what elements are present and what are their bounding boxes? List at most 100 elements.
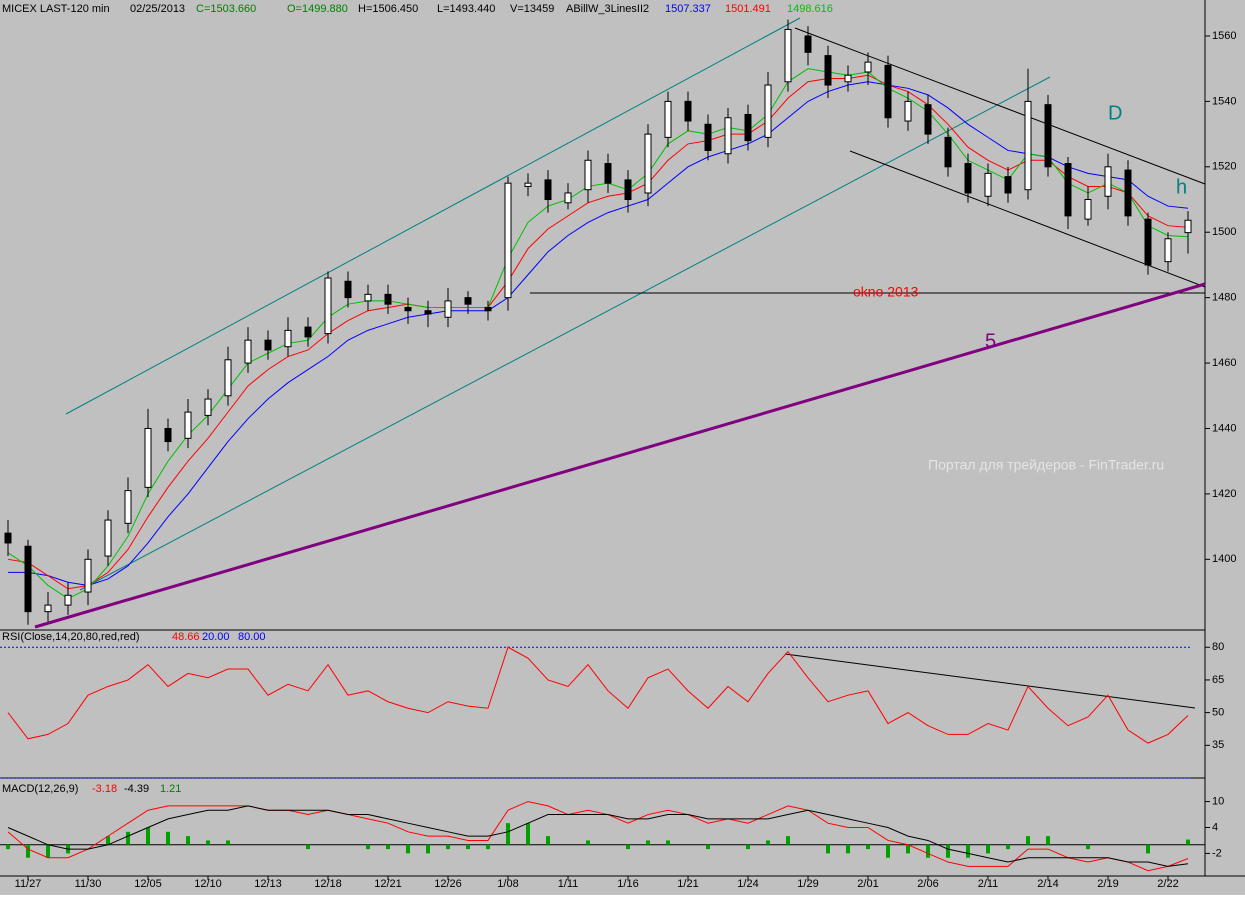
histogram-bar [186, 836, 190, 845]
candle-body [344, 280, 352, 299]
candle-body [544, 179, 552, 201]
candle-body [864, 61, 872, 73]
candle-body [84, 558, 92, 593]
candle-body [184, 411, 192, 439]
trend-line [794, 27, 1206, 185]
rsi-value: 48.66 [172, 631, 200, 643]
y-tick-label: 1560 [1212, 30, 1236, 42]
histogram-bar [746, 844, 750, 850]
status-strip [0, 895, 1245, 909]
trend-line [784, 653, 1196, 709]
annotation: okno 2013 [853, 284, 919, 300]
histogram-bar [206, 840, 210, 845]
indicator-value: 1507.337 [665, 3, 711, 15]
candle-body [324, 277, 332, 335]
y-tick-label: 1480 [1212, 292, 1236, 304]
candle-body [244, 339, 252, 364]
histogram-bar [466, 844, 470, 850]
x-tick-label: 2/06 [917, 878, 938, 890]
annotation: D [1108, 102, 1122, 124]
x-tick-label: 12/10 [194, 878, 222, 890]
histogram-bar [226, 840, 230, 845]
y-tick-label: -2 [1212, 847, 1222, 859]
y-tick-label: 1540 [1212, 95, 1236, 107]
channel-line [65, 17, 801, 415]
x-tick-label: 12/13 [254, 878, 282, 890]
y-tick-label: 50 [1212, 707, 1224, 719]
x-tick-label: 1/11 [558, 878, 579, 890]
indicator-line [7, 74, 1189, 590]
histogram-bar [46, 844, 50, 858]
candle-body [884, 64, 892, 119]
histogram-bar [306, 844, 310, 850]
histogram-bar [1046, 836, 1050, 845]
candle-body [1104, 166, 1112, 197]
candle-body [644, 133, 652, 194]
histogram-bar [866, 844, 870, 850]
histogram-bar [106, 836, 110, 845]
macd-line [7, 801, 1189, 872]
candle-body [724, 117, 732, 155]
histogram-bar [426, 844, 430, 854]
candle-body [664, 100, 672, 138]
indicator-line [7, 68, 1189, 600]
channel-line [79, 76, 1051, 591]
histogram-bar [766, 840, 770, 845]
y-tick-label: 35 [1212, 739, 1224, 751]
candle-body [364, 293, 372, 302]
candle-body [604, 163, 612, 184]
histogram-bar [1186, 839, 1190, 845]
plot: 1400 1420 1440 1460 1480 1500 1520 1540 1560 11/2… [0, 19, 1236, 890]
candle-body [164, 427, 172, 443]
x-tick-label: 12/26 [434, 878, 462, 890]
histogram-bar [546, 836, 550, 845]
annotation: 5 [985, 330, 996, 352]
x-tick-label: 2/14 [1037, 878, 1058, 890]
candle-body [104, 519, 112, 557]
histogram-bar [126, 831, 130, 845]
candle-body [784, 28, 792, 83]
candle-body [304, 326, 312, 338]
indicator-value: 1498.616 [787, 3, 833, 15]
x-tick-label: 11/27 [15, 878, 42, 890]
histogram-bar [706, 844, 710, 850]
candle-body [1084, 199, 1092, 220]
trend-line [34, 282, 1206, 629]
histogram-bar [1026, 836, 1030, 845]
histogram-bar [946, 844, 950, 858]
y-tick-label: 1500 [1212, 226, 1236, 238]
macd-value: -4.39 [124, 783, 149, 795]
histogram-bar [786, 836, 790, 845]
rsi-line [7, 646, 1189, 744]
candle-body [1064, 163, 1072, 217]
candle-body [1044, 104, 1052, 168]
candle-body [1004, 176, 1012, 194]
histogram-bar [586, 840, 590, 845]
candle-body [424, 310, 432, 315]
y-tick-label: 1440 [1212, 422, 1236, 434]
x-tick-label: 12/18 [314, 878, 342, 890]
histogram-bar [626, 844, 630, 850]
x-tick-label: 2/11 [978, 878, 999, 890]
candle-body [64, 594, 72, 606]
histogram-bar [526, 823, 530, 845]
y-tick-label: 80 [1212, 641, 1224, 653]
candle-body [144, 427, 152, 488]
histogram-bar [826, 844, 830, 854]
histogram-bar [146, 827, 150, 845]
candle-body [764, 84, 772, 138]
histogram-bar [1086, 844, 1090, 850]
header-close: C=1503.660 [196, 3, 256, 15]
candle-body [524, 182, 532, 187]
candle-body [504, 182, 512, 299]
y-tick-label: 1460 [1212, 357, 1236, 369]
candle-body [444, 300, 452, 318]
candle-body [1024, 100, 1032, 191]
candle-body [124, 490, 132, 524]
histogram-bar [986, 844, 990, 854]
candle-body [984, 172, 992, 197]
histogram-bar [406, 844, 410, 854]
y-tick-label: 1520 [1212, 161, 1236, 173]
x-tick-label: 12/05 [134, 878, 162, 890]
